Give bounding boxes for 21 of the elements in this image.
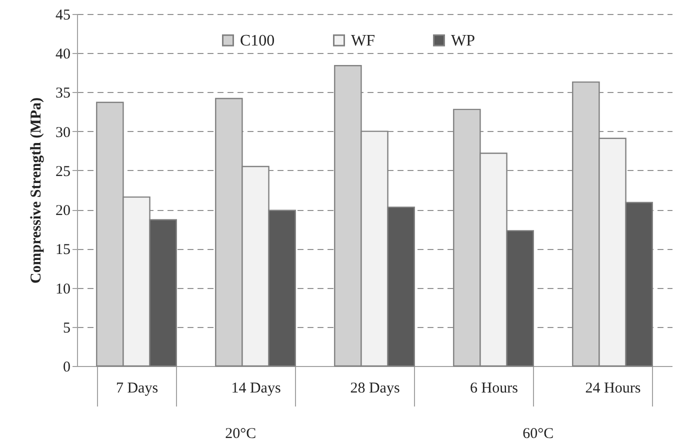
- y-tick-label: 0: [63, 360, 70, 376]
- y-tick-label: 30: [56, 124, 70, 141]
- x-tick-label: 6 Hours: [470, 380, 518, 396]
- y-tick-label: 45: [56, 8, 70, 24]
- x-tick-label: 24 Hours: [585, 380, 641, 396]
- x-tick-label: 7 Days: [116, 380, 158, 396]
- legend-label: C100: [240, 32, 275, 50]
- y-tick-label: 40: [56, 46, 70, 63]
- x-tick-label: 28 Days: [350, 380, 400, 396]
- y-tick-label: 10: [56, 281, 70, 298]
- text: 60°C: [522, 426, 554, 442]
- y-tick-label: 25: [56, 164, 70, 180]
- text: 20°C: [225, 426, 256, 442]
- y-axis-title: Compressive Strength (MPa): [28, 97, 44, 284]
- y-tick-label: 20: [56, 203, 70, 220]
- legend-label: WF: [351, 32, 376, 50]
- y-tick-label: 35: [56, 86, 70, 102]
- legend-label: WP: [451, 32, 476, 50]
- x-tick-label: 14 Days: [231, 380, 281, 396]
- y-tick-label: 5: [63, 320, 70, 336]
- y-tick-label: 15: [56, 242, 70, 258]
